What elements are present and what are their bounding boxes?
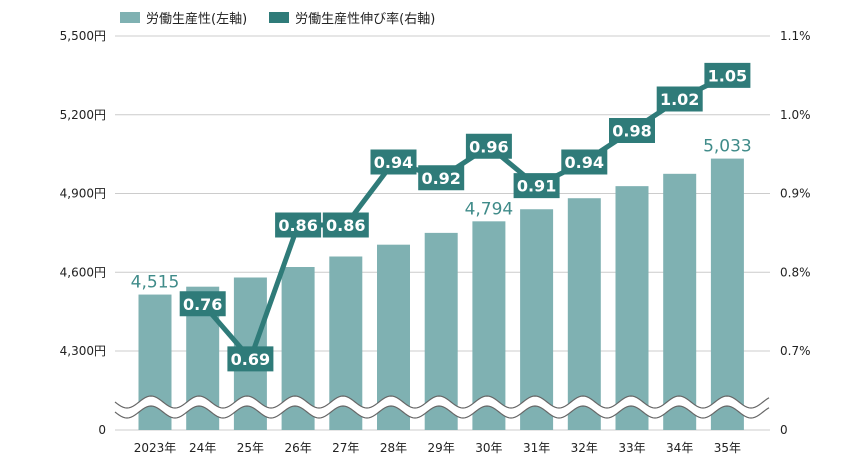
bar: [663, 173, 697, 430]
line-data-label: 0.96: [469, 137, 508, 156]
y-right-tick-label: 0.9%: [780, 187, 811, 201]
line-data-label: 0.86: [326, 216, 365, 235]
line-point-box: [418, 165, 465, 191]
line-point-box: [656, 86, 703, 112]
x-tick-label: 35年: [714, 441, 741, 455]
line-point-box: [609, 118, 655, 143]
line-data-label: 0.86: [278, 216, 317, 235]
line-point-box: [179, 291, 226, 317]
line-point-box: [370, 149, 417, 175]
x-tick-label: 2023年: [134, 441, 177, 455]
line-data-label: 0.92: [421, 169, 460, 188]
y-left-tick-label: 5,500円: [60, 29, 106, 43]
line-point-box: [561, 149, 608, 175]
y-left-tick-label: 4,300円: [60, 344, 106, 358]
y-right-tick-label: 0.7%: [780, 344, 811, 358]
bar: [567, 198, 601, 430]
bar-data-label: 4,515: [131, 273, 180, 293]
bar-data-label: 5,033: [703, 137, 752, 157]
x-tick-label: 34年: [666, 441, 693, 455]
x-tick-label: 24年: [189, 441, 216, 455]
bar: [615, 186, 649, 430]
line-data-label: 1.02: [660, 90, 699, 109]
line-data-label: 0.76: [183, 295, 222, 314]
line-point-box: [704, 62, 751, 88]
legend-label-line: 労働生産性伸び率(右軸): [295, 12, 436, 27]
y-left-tick-label: 4,600円: [60, 265, 106, 279]
legend-swatch-bar: [120, 12, 140, 23]
x-tick-label: 32年: [571, 441, 598, 455]
line-data-label: 0.69: [231, 350, 270, 369]
bar: [472, 221, 506, 430]
axis-break-line: [114, 395, 770, 409]
line-data-label: 0.94: [565, 153, 604, 172]
y-left-tick-label: 5,200円: [60, 108, 106, 122]
line-point-box: [322, 212, 369, 238]
x-tick-label: 31年: [523, 441, 550, 455]
legend-swatch-line: [269, 12, 290, 23]
axis-break-band: [115, 396, 769, 418]
y-right-zero-label: 0: [780, 423, 788, 437]
bar: [520, 209, 554, 430]
line-data-label: 0.91: [517, 177, 556, 196]
line-point-box: [275, 212, 322, 238]
bar-data-label: 4,794: [465, 199, 514, 219]
y-right-tick-label: 1.1%: [780, 29, 811, 43]
line-data-label: 1.05: [708, 66, 747, 85]
x-tick-label: 30年: [475, 441, 502, 455]
legend: 労働生産性(左軸) 労働生産性伸び率(右軸): [120, 8, 435, 27]
axis-break-line: [114, 405, 770, 419]
x-tick-label: 28年: [380, 441, 407, 455]
line-point-box: [227, 346, 274, 372]
legend-label-bar: 労働生産性(左軸): [146, 12, 248, 27]
bar: [710, 158, 744, 430]
line-data-label: 0.94: [374, 153, 413, 172]
y-right-tick-label: 1.0%: [780, 108, 811, 122]
line-point-box: [465, 133, 512, 159]
x-tick-label: 27年: [332, 441, 359, 455]
x-tick-label: 25年: [237, 441, 264, 455]
x-tick-label: 29年: [428, 441, 455, 455]
legend-item-line: 労働生産性伸び率(右軸): [269, 8, 435, 27]
line-point-box: [513, 173, 560, 199]
y-right-tick-label: 0.8%: [780, 265, 811, 279]
y-left-tick-label: 4,900円: [60, 187, 106, 201]
x-tick-label: 33年: [618, 441, 645, 455]
legend-item-bar: 労働生産性(左軸): [120, 8, 247, 27]
line-data-label: 0.98: [612, 122, 651, 141]
x-tick-label: 26年: [284, 441, 311, 455]
y-left-zero-label: 0: [98, 423, 106, 437]
